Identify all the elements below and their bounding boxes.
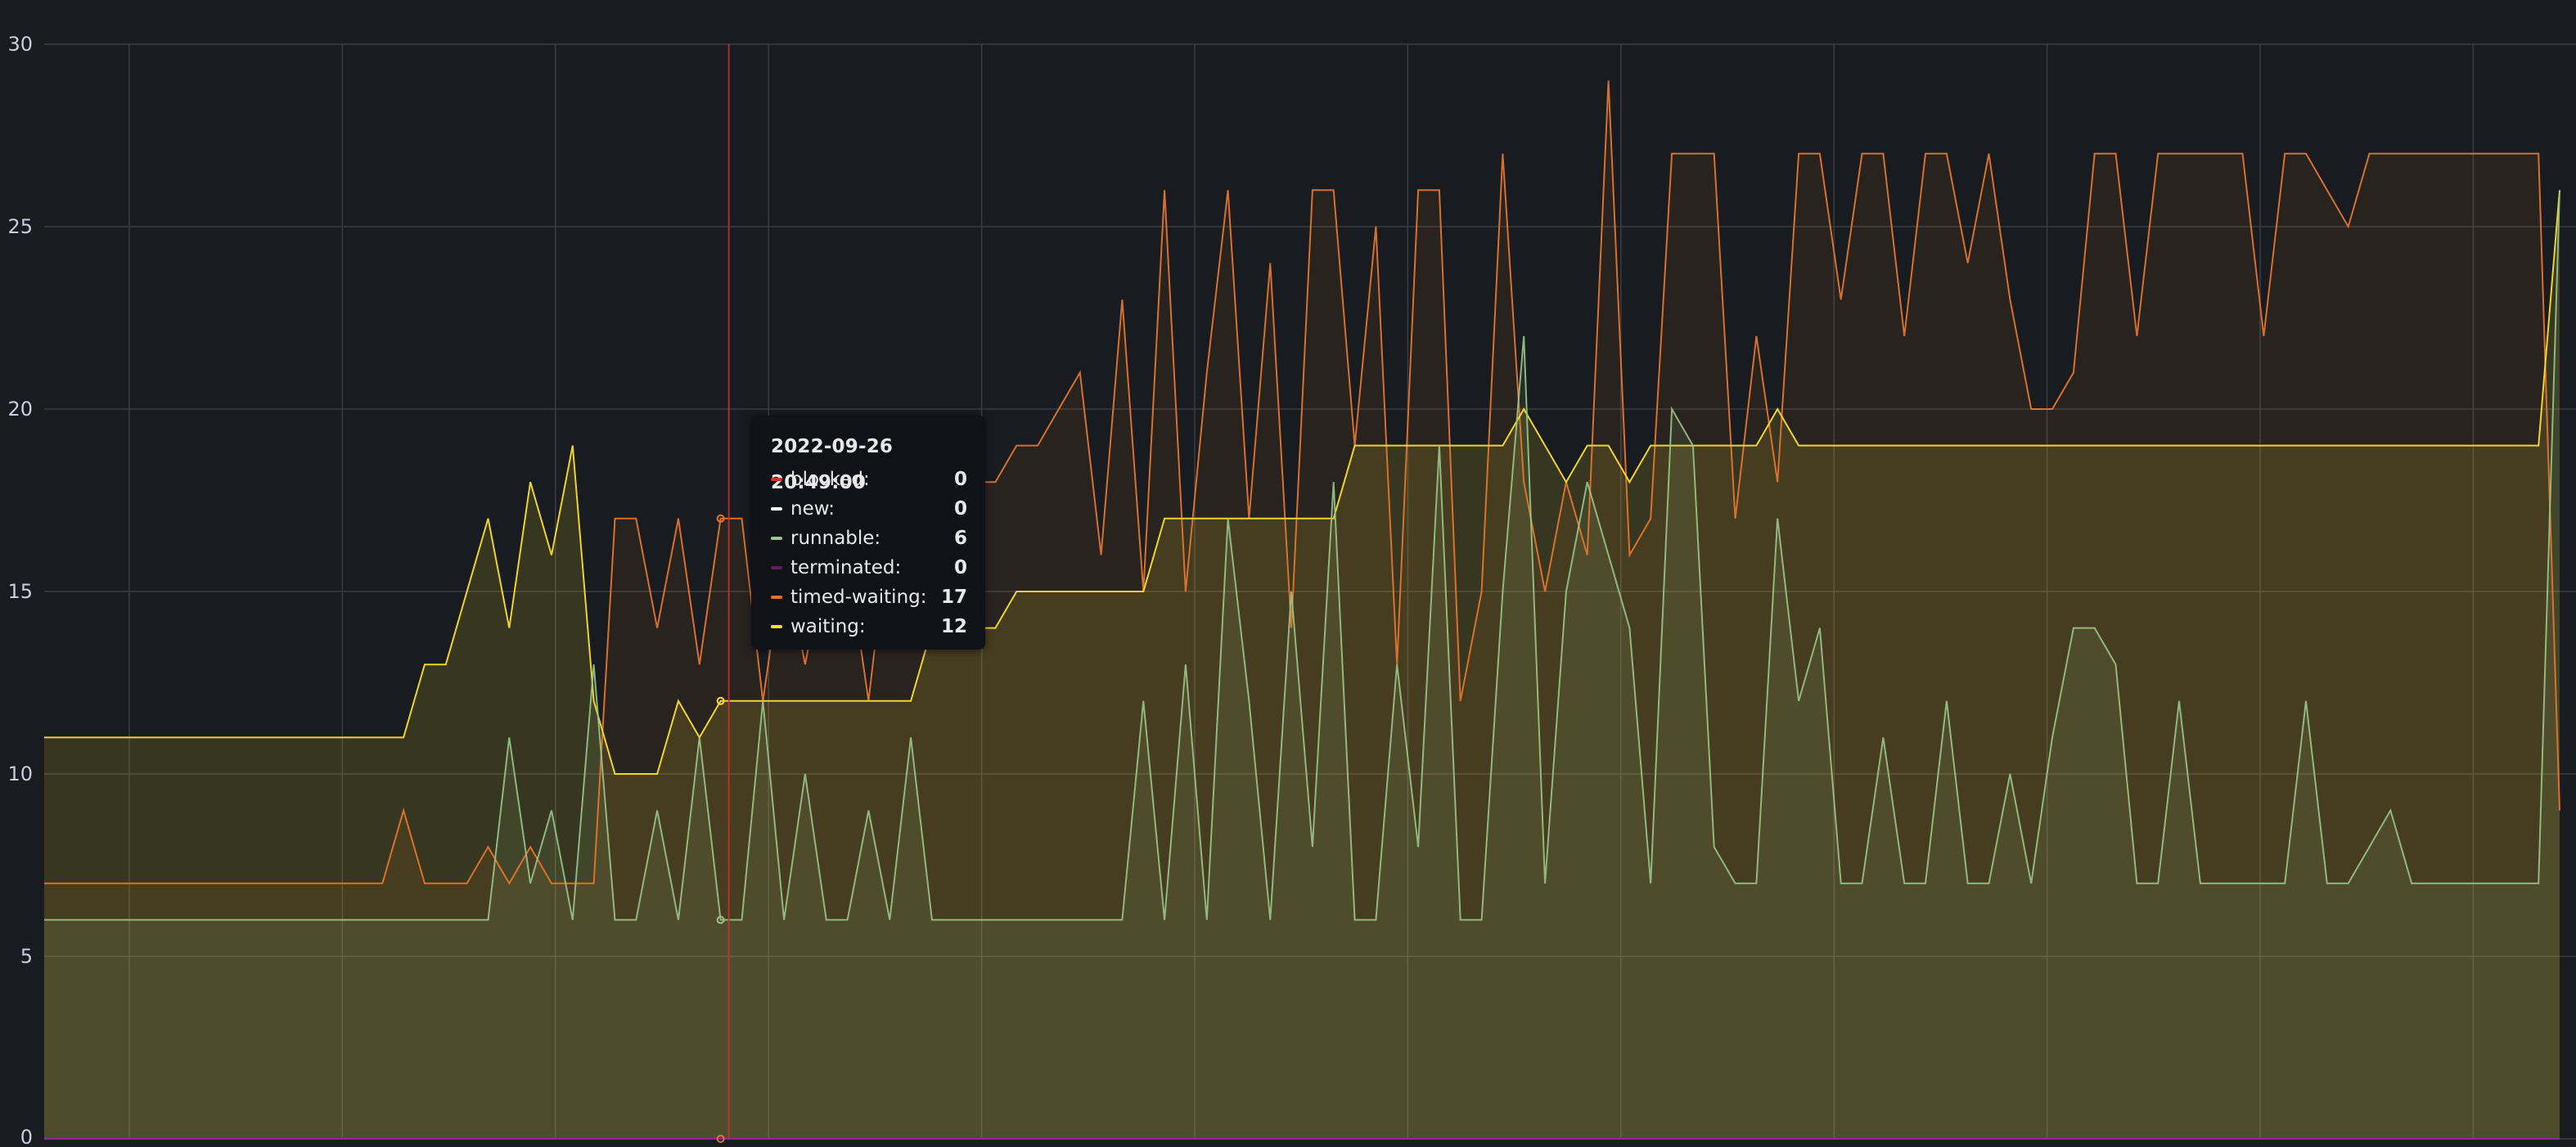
- y-tick-label: 20: [7, 398, 33, 421]
- tooltip-row-blocked: blocked: 0: [771, 465, 967, 494]
- tooltip-series-value: 6: [953, 528, 967, 549]
- series-line-waiting: [44, 190, 2560, 775]
- area-fill-runnable: [44, 190, 2560, 1139]
- tooltip-timestamp: 2022-09-26 20:49:00: [771, 436, 894, 493]
- tooltip-series-value: 0: [953, 469, 967, 490]
- y-tick-label: 25: [7, 215, 33, 238]
- series-lines: [44, 80, 2560, 1140]
- tooltip-series-value: 12: [940, 616, 967, 637]
- tooltip-row-runnable: runnable: 6: [771, 524, 967, 553]
- tooltip-series-value: 0: [953, 557, 967, 578]
- tooltip-row-timed-waiting: timed-waiting: 17: [771, 582, 967, 612]
- tooltip-series-value: 17: [940, 587, 967, 608]
- y-tick-label: 0: [20, 1126, 33, 1147]
- tooltip-row-terminated: terminated: 0: [771, 553, 967, 582]
- tooltip-series-name: terminated:: [790, 557, 902, 578]
- tooltip-series-name: blocked:: [790, 469, 870, 490]
- y-tick-label: 10: [7, 762, 33, 785]
- area-fill-timed-waiting: [44, 80, 2560, 1140]
- series-color-swatch: [771, 537, 782, 540]
- hover-tooltip: 2022-09-26 20:49:00 blocked: 0 new: 0 ru…: [751, 416, 985, 650]
- y-tick-label: 30: [7, 33, 33, 56]
- series-color-swatch: [771, 507, 782, 511]
- tooltip-series-list: blocked: 0 new: 0 runnable: 6 terminated…: [771, 465, 967, 641]
- tooltip-series-value: 0: [953, 498, 967, 520]
- tooltip-series-name: runnable:: [790, 528, 881, 549]
- y-axis-ticks: 0 5 10 15 20 25 30: [7, 33, 33, 1147]
- series-color-swatch: [771, 478, 782, 481]
- series-color-swatch: [771, 596, 782, 599]
- series-fills: [44, 80, 2560, 1140]
- tooltip-series-name: timed-waiting:: [790, 587, 927, 608]
- tooltip-row-waiting: waiting: 12: [771, 612, 967, 641]
- area-fill-waiting: [44, 190, 2560, 1139]
- series-line-runnable: [44, 190, 2560, 921]
- hover-point-waiting: [716, 696, 725, 705]
- hover-point-blocked: [716, 1135, 725, 1143]
- tooltip-series-name: waiting:: [790, 616, 866, 637]
- tooltip-row-new: new: 0: [771, 494, 967, 524]
- y-tick-label: 15: [7, 580, 33, 603]
- series-color-swatch: [771, 625, 782, 628]
- hover-crosshair: [716, 44, 730, 1143]
- series-color-swatch: [771, 566, 782, 569]
- series-line-timed-waiting: [44, 80, 2560, 885]
- y-tick-label: 5: [20, 945, 33, 968]
- hover-point-runnable: [716, 915, 725, 924]
- tooltip-series-name: new:: [790, 498, 835, 520]
- hover-point-timed-waiting: [716, 514, 725, 523]
